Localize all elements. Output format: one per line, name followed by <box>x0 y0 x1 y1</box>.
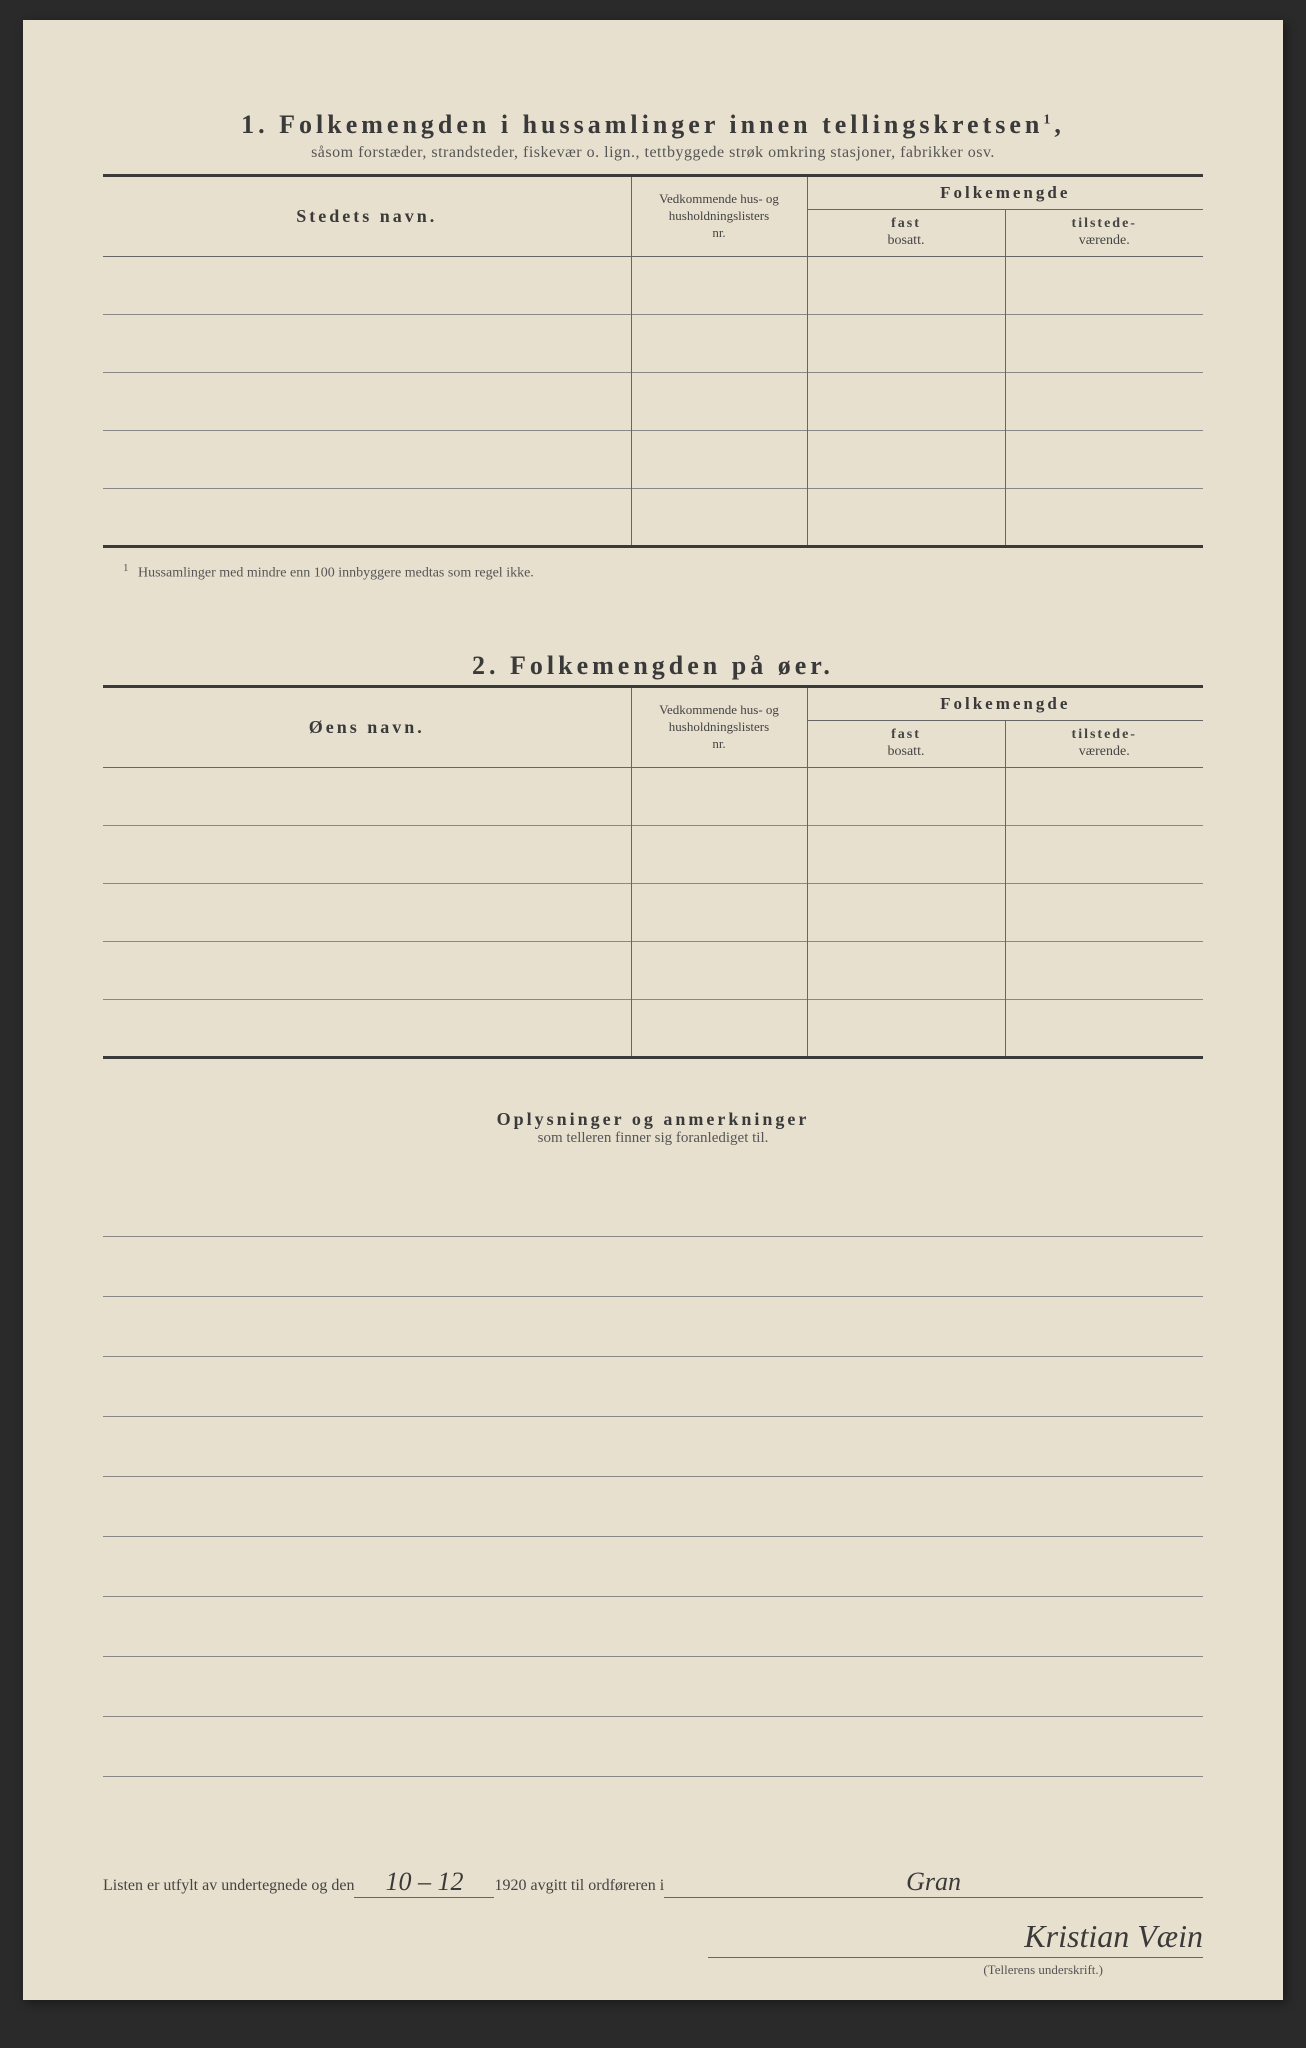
col-stedets-navn: Stedets navn. <box>103 176 631 257</box>
fast-bold: fast <box>891 727 921 742</box>
tilst-sub: værende. <box>1079 233 1130 248</box>
col-husholdningslisters: Vedkommende hus- og husholdningslisters … <box>631 176 807 257</box>
hus-line1: Vedkommende hus- og <box>659 702 779 717</box>
remarks-lines <box>103 1177 1203 1777</box>
section-2-title: 2. Folkemengden på øer. <box>103 651 1203 681</box>
ruled-line <box>103 1717 1203 1777</box>
col-fast-bosatt: fast bosatt. <box>807 210 1005 257</box>
col-fast-bosatt: fast bosatt. <box>807 721 1005 768</box>
section-number: 1. <box>241 110 269 139</box>
hus-line1: Vedkommende hus- og <box>659 191 779 206</box>
table-row <box>103 314 1203 372</box>
signature-block: Listen er utfylt av undertegnede og den … <box>103 1867 1203 1978</box>
section-title-text: Folkemengden i hussamlinger innen tellin… <box>279 110 1043 139</box>
ruled-line <box>103 1177 1203 1237</box>
footnote-text: Hussamlinger med mindre enn 100 innbygge… <box>138 565 534 580</box>
section-2: 2. Folkemengden på øer. Øens navn. Vedko… <box>103 651 1203 1059</box>
ruled-line <box>103 1597 1203 1657</box>
table-row <box>103 372 1203 430</box>
ruled-line <box>103 1417 1203 1477</box>
table-oer: Øens navn. Vedkommende hus- og husholdni… <box>103 685 1203 1059</box>
table-row <box>103 825 1203 883</box>
ruled-line <box>103 1297 1203 1357</box>
col-tilstede: tilstede- værende. <box>1005 210 1203 257</box>
section-1-subtitle: såsom forstæder, strandsteder, fiskevær … <box>103 144 1203 162</box>
footnote-1: 1 Hussamlinger med mindre enn 100 innbyg… <box>103 562 1203 582</box>
title-trailing: , <box>1054 110 1065 139</box>
table-row <box>103 430 1203 488</box>
table-row <box>103 767 1203 825</box>
col-oens-navn: Øens navn. <box>103 687 631 768</box>
ruled-line <box>103 1537 1203 1597</box>
sig-mid: avgitt til ordføreren i <box>530 1877 664 1895</box>
section-1-title: 1. Folkemengden i hussamlinger innen tel… <box>103 110 1203 140</box>
sig-name: Kristian Væin <box>708 1918 1203 1958</box>
table-hussamlinger: Stedets navn. Vedkommende hus- og hushol… <box>103 174 1203 548</box>
tilst-bold: tilstede- <box>1072 727 1137 742</box>
sig-prefix: Listen er utfylt av undertegnede og den <box>103 1877 354 1895</box>
table-row <box>103 941 1203 999</box>
census-form-page: 1. Folkemengden i hussamlinger innen tel… <box>23 20 1283 2000</box>
sig-place: Gran <box>664 1867 1203 1898</box>
remarks-title: Oplysninger og anmerkninger <box>103 1109 1203 1130</box>
tilst-bold: tilstede- <box>1072 216 1137 231</box>
ruled-line <box>103 1657 1203 1717</box>
col-folkemengde: Folkemengde <box>807 176 1203 210</box>
fast-bold: fast <box>891 216 921 231</box>
hus-line2: husholdningslisters <box>669 208 769 223</box>
section-number: 2. <box>472 651 500 680</box>
table-row <box>103 488 1203 546</box>
sig-year: 1920 <box>494 1877 526 1895</box>
remarks-subtitle: som telleren finner sig foranlediget til… <box>103 1130 1203 1147</box>
table-row <box>103 883 1203 941</box>
ruled-line <box>103 1237 1203 1297</box>
hus-line3: nr. <box>712 225 725 240</box>
ruled-line <box>103 1477 1203 1537</box>
col-folkemengde: Folkemengde <box>807 687 1203 721</box>
table-1-body <box>103 256 1203 546</box>
section-1: 1. Folkemengden i hussamlinger innen tel… <box>103 110 1203 581</box>
table-row <box>103 999 1203 1057</box>
hus-line3: nr. <box>712 736 725 751</box>
sig-caption: (Tellerens underskrift.) <box>103 1962 1203 1978</box>
col-tilstede: tilstede- værende. <box>1005 721 1203 768</box>
table-row <box>103 256 1203 314</box>
hus-line2: husholdningslisters <box>669 719 769 734</box>
fast-sub: bosatt. <box>888 233 925 248</box>
ruled-line <box>103 1357 1203 1417</box>
title-superscript: 1 <box>1043 112 1054 127</box>
sig-date: 10 – 12 <box>354 1867 494 1898</box>
table-2-body <box>103 767 1203 1057</box>
fast-sub: bosatt. <box>888 744 925 759</box>
section-title-text: Folkemengden på øer. <box>510 651 834 680</box>
signature-line: Listen er utfylt av undertegnede og den … <box>103 1867 1203 1898</box>
tilst-sub: værende. <box>1079 744 1130 759</box>
col-husholdningslisters: Vedkommende hus- og husholdningslisters … <box>631 687 807 768</box>
footnote-number: 1 <box>123 562 129 574</box>
